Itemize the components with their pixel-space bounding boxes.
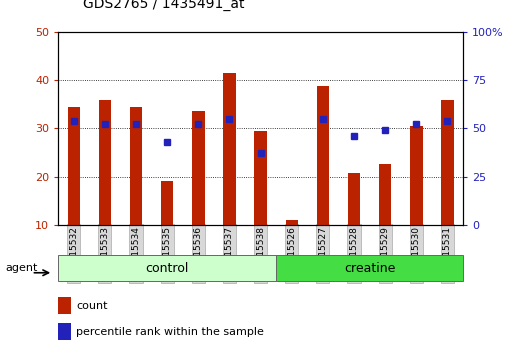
Bar [161,181,173,225]
Bar [130,107,142,225]
Text: percentile rank within the sample: percentile rank within the sample [76,327,264,337]
Bar [316,86,328,225]
Bar [192,112,204,225]
Bar [254,131,266,225]
Bar [276,255,462,281]
Bar [440,100,453,225]
Bar [223,73,235,225]
Text: control: control [145,262,188,275]
Bar [98,100,111,225]
Bar [58,297,71,314]
Text: GDS2765 / 1435491_at: GDS2765 / 1435491_at [83,0,244,11]
Bar [58,323,71,340]
Bar [378,165,390,225]
Bar [67,107,80,225]
Bar [58,255,276,281]
Text: creatine: creatine [343,262,394,275]
Bar [285,220,297,225]
Bar [347,173,360,225]
Text: count: count [76,301,108,310]
Bar [409,126,422,225]
Text: agent: agent [5,263,37,273]
